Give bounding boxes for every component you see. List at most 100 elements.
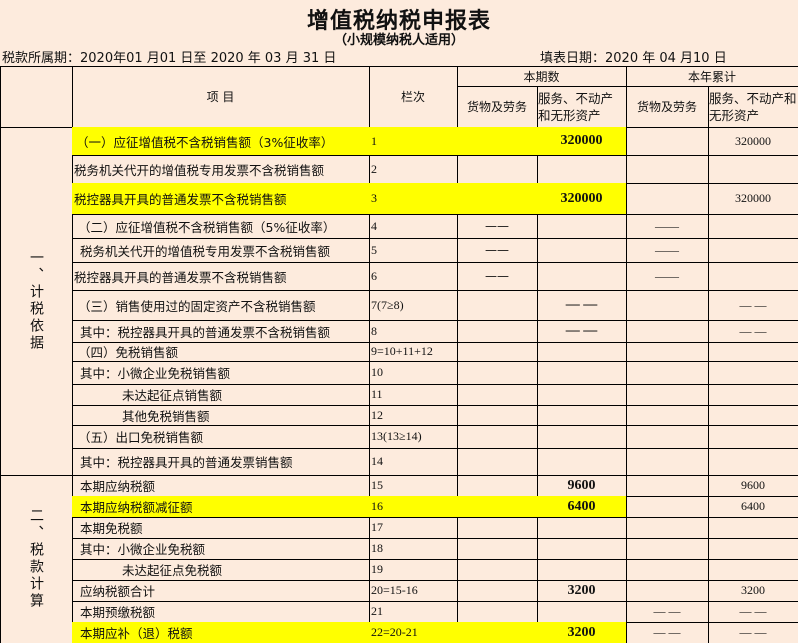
- row-item: 本期应纳税额减征额: [72, 496, 370, 518]
- row-column-number: 19: [369, 559, 458, 581]
- row-item-text: （三）销售使用过的固定资产不含税销售额: [78, 298, 316, 314]
- row-ytd-services: 320000: [708, 127, 798, 156]
- row-item: 税务机关代开的增值税专用发票不含税销售额: [72, 155, 370, 184]
- row-current-goods: [457, 127, 538, 156]
- row-ytd-services: [708, 238, 798, 263]
- row-current-goods: [457, 384, 538, 406]
- row-column-number-text: 18: [371, 541, 383, 555]
- row-ytd-services-text: 3200: [741, 583, 765, 597]
- row-column-number: 18: [369, 538, 458, 560]
- row-ytd-goods-text: ——: [655, 218, 679, 233]
- row-current-goods: [457, 580, 538, 602]
- row-current-goods: [457, 601, 538, 623]
- row-current-goods: [457, 538, 538, 560]
- row-ytd-services: [708, 559, 798, 581]
- row-item: 本期应纳税额: [72, 475, 370, 497]
- row-item-text: 其中：小微企业免税额: [80, 542, 206, 557]
- row-ytd-goods-text: — —: [653, 604, 681, 618]
- row-current-services: — —: [537, 320, 627, 343]
- row-ytd-services-text: 320000: [735, 191, 771, 205]
- row-current-services: [537, 559, 627, 581]
- header-ytd-services: 服务、不动产和无形资产: [708, 86, 798, 128]
- row-item-text: 本期应补（退）税额: [80, 626, 193, 641]
- row-item: 其他免税销售额: [72, 405, 370, 426]
- header-column: 栏次: [369, 66, 458, 128]
- row-ytd-services: [708, 425, 798, 449]
- row-item-text: 税控器具开具的普通发票不含税销售额: [74, 192, 287, 207]
- header-current-goods: 货物及劳务: [457, 86, 538, 128]
- row-ytd-goods-text: — —: [653, 625, 681, 639]
- header-item-text: 项 目: [206, 90, 235, 104]
- row-column-number: 15: [369, 475, 458, 497]
- row-ytd-services: [708, 384, 798, 406]
- row-current-services-text: 320000: [560, 190, 603, 206]
- row-column-number: 4: [369, 214, 458, 239]
- row-current-services: 6400: [537, 496, 627, 518]
- row-ytd-goods: [626, 559, 709, 581]
- row-column-number-text: 4: [371, 218, 377, 233]
- row-current-goods: [457, 622, 538, 643]
- row-item-text: 应纳税额合计: [80, 584, 156, 599]
- row-item: 应纳税额合计: [72, 580, 370, 602]
- row-ytd-goods: [626, 183, 709, 215]
- row-item-text: （一）应征增值税不含税销售额（3%征收率）: [76, 134, 334, 150]
- row-current-services: [537, 405, 627, 426]
- row-item-text: 税控器具开具的普通发票不含税销售额: [74, 269, 287, 285]
- row-ytd-goods: [626, 361, 709, 385]
- row-column-number: 22=20-21: [369, 622, 458, 643]
- row-ytd-goods-text: ——: [655, 268, 679, 283]
- row-ytd-services: — —: [708, 622, 798, 643]
- row-current-goods: ——: [457, 214, 538, 239]
- row-current-services-text: 9600: [567, 477, 596, 493]
- row-column-number: 1: [369, 127, 458, 156]
- row-item: （二）应征增值税不含税销售额（5%征收率）: [72, 214, 370, 239]
- row-column-number: 2: [369, 155, 458, 184]
- row-ytd-goods-text: ——: [655, 242, 679, 257]
- row-column-number: 13(13≥14): [369, 425, 458, 449]
- row-current-goods: [457, 155, 538, 184]
- row-current-goods-text: ——: [485, 219, 509, 233]
- row-item-text: 未达起征点销售额: [122, 388, 223, 403]
- row-ytd-services: — —: [708, 601, 798, 623]
- section-label: 二、税款计算: [28, 508, 44, 610]
- row-current-services: [537, 342, 627, 362]
- row-item: 其中：税控器具开具的普通发票销售额: [72, 448, 370, 476]
- row-item: 其中：小微企业免税额: [72, 538, 370, 560]
- row-item-text: 其中：小微企业免税销售额: [80, 366, 231, 381]
- row-ytd-services: [708, 517, 798, 539]
- row-current-services-text: — —: [565, 323, 598, 338]
- row-column-number: 9=10+11+12: [369, 342, 458, 362]
- header-column-text: 栏次: [400, 90, 425, 104]
- row-ytd-services-text: 9600: [741, 478, 765, 492]
- row-current-services: [537, 238, 627, 263]
- row-ytd-goods: — —: [626, 601, 709, 623]
- header-ytd-goods: 货物及劳务: [626, 86, 709, 128]
- row-ytd-services-text: — —: [739, 625, 767, 639]
- row-item: （一）应征增值税不含税销售额（3%征收率）: [72, 127, 370, 156]
- row-ytd-services: — —: [708, 290, 798, 321]
- header-current-services: 服务、不动产和无形资产: [537, 86, 627, 128]
- row-ytd-goods: [626, 320, 709, 343]
- row-current-goods: [457, 448, 538, 476]
- row-current-services: 3200: [537, 580, 627, 602]
- row-ytd-services: [708, 361, 798, 385]
- row-column-number: 16: [369, 496, 458, 518]
- row-current-goods: [457, 290, 538, 321]
- row-item-text: （四）免税销售额: [78, 345, 179, 360]
- row-column-number-text: 21: [371, 604, 383, 618]
- row-column-number-text: 20=15-16: [371, 583, 418, 597]
- tax-period: 税款所属期：2020年01 月01 日至 2020 年 03 月 31 日: [2, 51, 337, 66]
- row-column-number: 8: [369, 320, 458, 343]
- row-current-goods: [457, 559, 538, 581]
- row-current-goods: [457, 183, 538, 215]
- row-column-number-text: 19: [371, 562, 383, 576]
- row-item-text: 其中：税控器具开具的普通发票销售额: [80, 455, 293, 470]
- row-ytd-services: 9600: [708, 475, 798, 497]
- row-current-services-text: 3200: [567, 624, 596, 640]
- row-current-services-text: 3200: [567, 582, 596, 598]
- row-ytd-goods: [626, 405, 709, 426]
- row-column-number-text: 3: [371, 191, 377, 205]
- row-column-number-text: 12: [371, 407, 383, 422]
- row-item: 本期应补（退）税额: [72, 622, 370, 643]
